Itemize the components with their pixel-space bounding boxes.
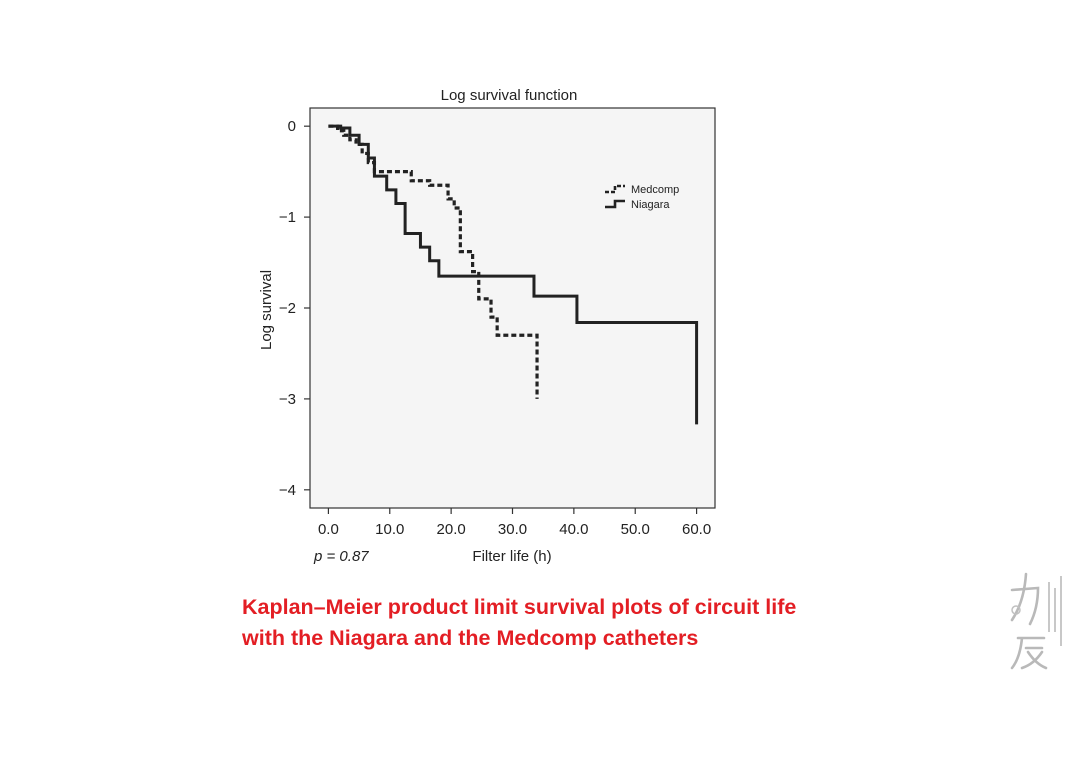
legend-label-medcomp: Medcomp <box>631 184 679 196</box>
watermark-logo-icon <box>1010 572 1062 670</box>
y-tick-label: −4 <box>279 482 296 499</box>
x-tick-label: 50.0 <box>621 521 650 538</box>
series-line-medcomp <box>328 124 539 399</box>
x-axis: 0.0 10.0 20.0 30.0 40.0 50.0 60.0 <box>318 508 711 538</box>
x-tick-label: 30.0 <box>498 521 527 538</box>
y-axis-label: Log survival <box>258 270 275 350</box>
y-tick-label: 0 <box>288 118 296 135</box>
x-axis-label: Filter life (h) <box>472 548 551 565</box>
y-tick-label: −1 <box>279 209 296 226</box>
x-tick-label: 40.0 <box>559 521 588 538</box>
y-tick-label: −3 <box>279 391 296 408</box>
legend-swatch-medcomp <box>605 184 625 194</box>
series-layer <box>328 124 699 425</box>
caption-line-2: with the Niagara and the Medcomp cathete… <box>242 626 699 650</box>
figure-caption: Kaplan–Meier product limit survival plot… <box>242 592 796 654</box>
legend: Medcomp Niagara <box>605 184 679 211</box>
x-tick-label: 0.0 <box>318 521 339 538</box>
legend-swatch-niagara <box>605 199 625 209</box>
y-tick-label: −2 <box>279 300 296 317</box>
caption-line-1: Kaplan–Meier product limit survival plot… <box>242 595 797 619</box>
p-value-annotation: p = 0.87 <box>313 548 369 565</box>
series-line-niagara <box>328 124 699 425</box>
y-axis: 0 −1 −2 −3 −4 <box>279 118 310 499</box>
legend-label-niagara: Niagara <box>631 199 670 211</box>
chart-title: Log survival function <box>441 87 578 104</box>
plot-area <box>309 107 716 509</box>
x-tick-label: 60.0 <box>682 521 711 538</box>
x-tick-label: 20.0 <box>437 521 466 538</box>
x-tick-label: 10.0 <box>375 521 404 538</box>
